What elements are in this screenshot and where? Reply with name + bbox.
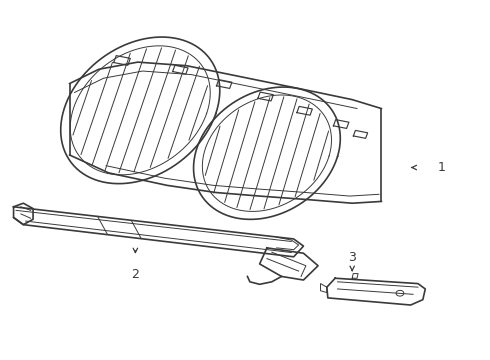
Text: 2: 2 — [131, 267, 139, 280]
Text: 3: 3 — [348, 251, 356, 264]
Text: 1: 1 — [438, 161, 445, 174]
